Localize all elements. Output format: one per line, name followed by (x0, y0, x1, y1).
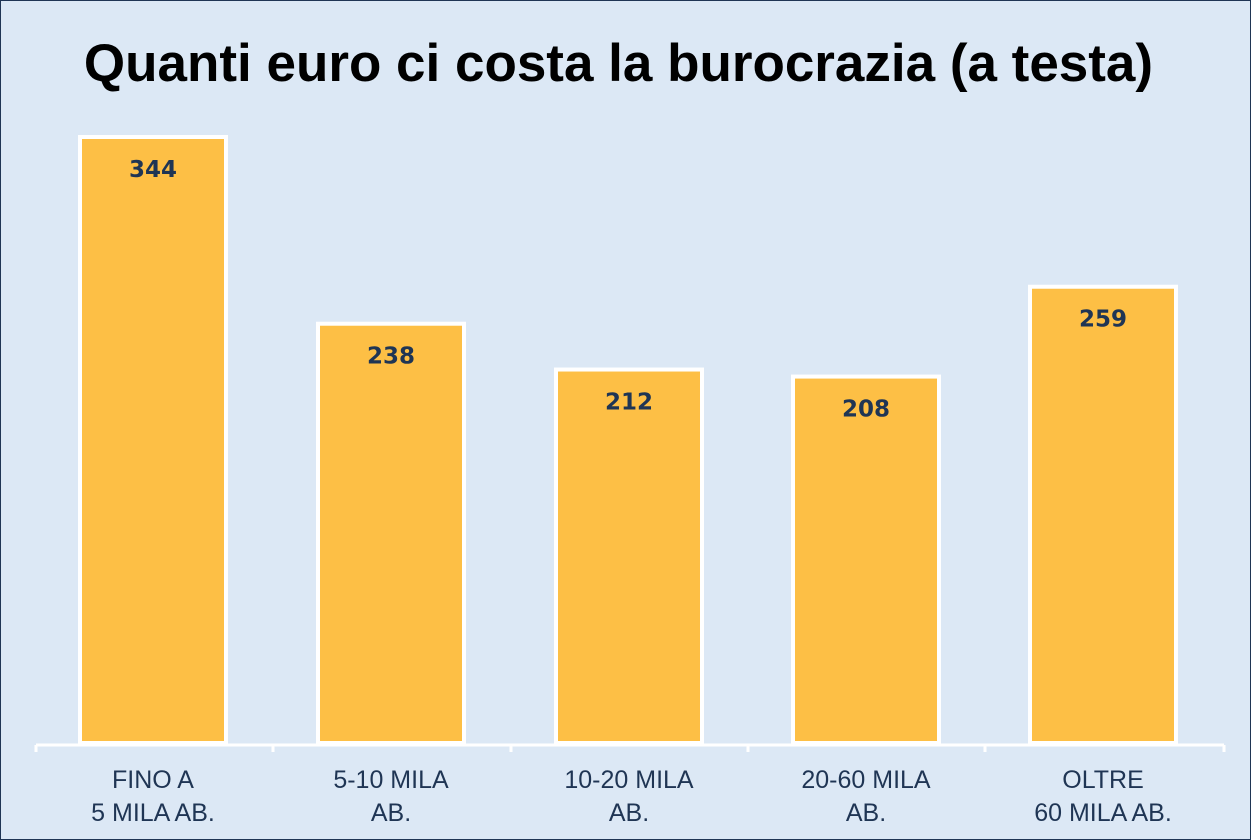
data-label: 259 (1079, 307, 1127, 333)
bar (316, 321, 466, 745)
data-label: 238 (367, 344, 415, 370)
data-label: 208 (842, 397, 890, 423)
x-tick-label: 5-10 MILA AB. (333, 766, 449, 827)
data-label: 344 (129, 157, 177, 183)
bar (1028, 284, 1178, 745)
bar (554, 367, 704, 745)
chart-title: Quanti euro ci costa la burocrazia (a te… (83, 34, 1154, 93)
x-tick-label: 10-20 MILA AB. (564, 766, 694, 827)
x-tick-label: 20-60 MILA AB. (801, 766, 931, 827)
data-label: 212 (605, 390, 653, 416)
x-tick-label: OLTRE 60 MILA AB. (1034, 766, 1172, 827)
bar (791, 374, 941, 745)
bar (78, 135, 228, 745)
